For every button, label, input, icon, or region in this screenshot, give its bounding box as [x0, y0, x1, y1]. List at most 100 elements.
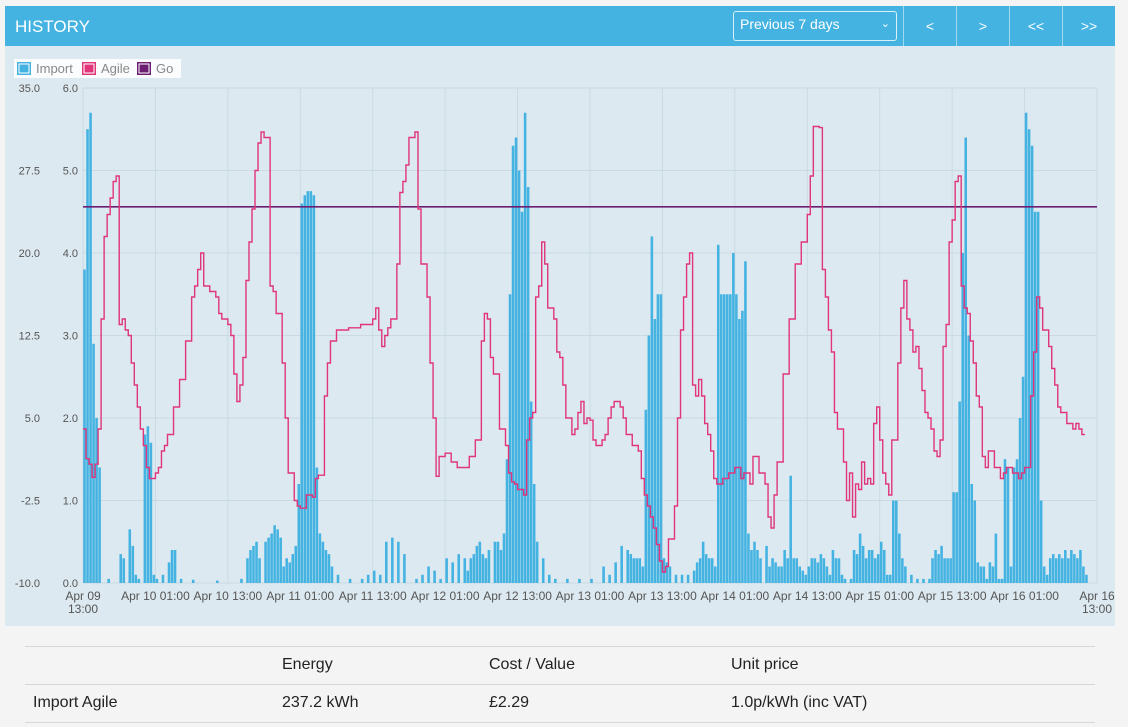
import-bar [991, 566, 995, 583]
import-bar [92, 343, 95, 583]
import-bar [876, 554, 880, 583]
period-select[interactable]: Previous 7 days ⌄ [733, 11, 897, 41]
import-bar [750, 550, 753, 583]
import-bar [976, 562, 980, 583]
x-tick-label: Apr 16 [1079, 589, 1115, 603]
import-bar [726, 294, 729, 583]
import-bar [680, 574, 684, 583]
import-bar [632, 558, 636, 583]
import-bar [958, 401, 961, 583]
import-bar [885, 574, 889, 583]
import-bar [668, 566, 672, 583]
rewind-button[interactable]: << [1009, 6, 1062, 46]
y-right-tick-label: 2.0 [63, 413, 78, 425]
import-bar [1045, 574, 1049, 583]
history-chart: 35.0 27.5 20.0 12.5 5.0 -2.5 -10.0 6.0 5.0 4.0 3.0… [14, 59, 1115, 616]
import-bar [973, 500, 977, 583]
import-bar [759, 558, 762, 583]
import-bar [928, 578, 931, 583]
import-bar [949, 558, 952, 583]
import-bar [303, 195, 307, 583]
import-bar [707, 558, 711, 583]
import-bar [888, 574, 892, 583]
import-bar [457, 554, 461, 583]
import-bar [173, 550, 177, 583]
import-bar [86, 129, 89, 583]
header-energy: Energy [282, 656, 333, 673]
import-bar [955, 492, 958, 583]
legend-swatch-import [17, 62, 31, 75]
import-bar [1003, 459, 1007, 583]
import-bar [276, 529, 279, 583]
legend-swatch-border [18, 63, 30, 74]
import-bar [146, 426, 150, 583]
import-bar [439, 578, 442, 583]
import-bar [312, 195, 316, 583]
import-bar [469, 558, 473, 583]
import-bar [904, 566, 907, 583]
import-bar [321, 541, 325, 583]
import-bar [119, 554, 123, 583]
import-bar [478, 541, 482, 583]
import-bar [861, 545, 865, 583]
import-bar [744, 261, 747, 583]
import-bar [692, 570, 696, 583]
import-bar [472, 554, 476, 583]
import-bar [324, 550, 328, 583]
import-bar [216, 580, 219, 583]
x-tick-label: Apr 10 13:00 [193, 589, 262, 603]
legend-swatch-border [138, 63, 150, 74]
import-bar [910, 574, 913, 583]
import-bar [834, 558, 838, 583]
import-bar [741, 310, 744, 583]
row-cost: £2.29 [489, 694, 530, 711]
import-bar [798, 566, 802, 583]
import-bar [756, 550, 759, 583]
import-bar [282, 566, 285, 583]
import-bar [366, 574, 370, 583]
import-bar [662, 558, 666, 583]
import-bar [1082, 566, 1085, 583]
x-tick-label: Apr 16 01:00 [990, 589, 1059, 603]
import-bar [858, 533, 862, 583]
import-bar [309, 191, 313, 583]
import-bar [716, 244, 720, 583]
import-bar [819, 554, 823, 583]
import-bar [300, 203, 304, 583]
import-bar [840, 574, 844, 583]
import-bar [107, 578, 110, 583]
import-bar [614, 562, 617, 583]
import-bar [463, 558, 467, 583]
import-bar [952, 492, 955, 583]
import-bar [258, 558, 261, 583]
import-bar [547, 574, 551, 583]
import-bar [128, 529, 132, 583]
import-bar [487, 550, 491, 583]
fast-forward-button[interactable]: >> [1062, 6, 1115, 46]
import-bar [638, 558, 642, 583]
import-bar [931, 558, 934, 583]
import-bar [541, 558, 545, 583]
import-bar [1027, 129, 1031, 583]
import-bar [397, 541, 400, 583]
import-bar [982, 566, 986, 583]
prev-button[interactable]: < [903, 6, 956, 46]
import-bar [665, 562, 669, 583]
import-bar [1036, 211, 1040, 583]
import-bar [831, 550, 835, 583]
import-bar [1018, 418, 1022, 583]
import-bar [1067, 558, 1070, 583]
next-button[interactable]: > [956, 6, 1009, 46]
import-bar [554, 578, 557, 583]
legend-swatch-border [83, 63, 95, 74]
import-bar [285, 558, 288, 583]
import-bar [167, 562, 171, 583]
import-bar [801, 570, 805, 583]
import-bar [855, 554, 859, 583]
chevron-down-icon: ⌄ [880, 18, 890, 30]
import-bar [1024, 112, 1028, 583]
header-unit-price: Unit price [731, 656, 799, 673]
import-bar [330, 566, 334, 583]
import-bar [837, 558, 841, 583]
import-bar [279, 537, 282, 583]
